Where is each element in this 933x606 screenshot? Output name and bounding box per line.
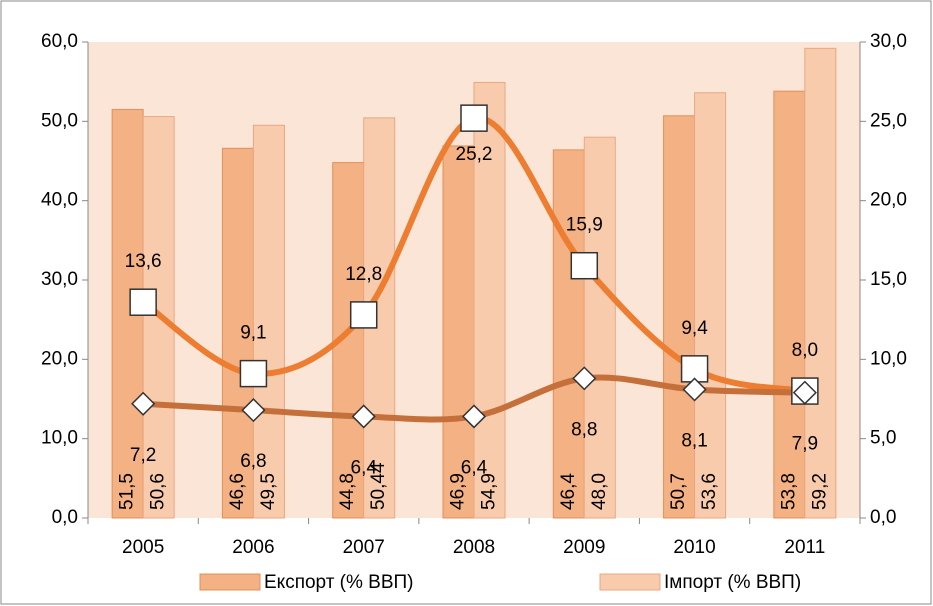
y2-tick-label: 0,0: [870, 507, 896, 528]
bar-value-label: 49,5: [258, 473, 279, 510]
y2-tick-label: 5,0: [870, 428, 896, 449]
y-tick-label: 20,0: [41, 348, 78, 369]
x-tick-label: 2006: [232, 537, 274, 558]
x-tick-label: 2005: [122, 537, 164, 558]
y-tick-label: 50,0: [41, 110, 78, 131]
bar-value-label: 50,6: [148, 473, 169, 510]
diamond-marker: [461, 404, 487, 429]
line-value-label: 8,0: [792, 340, 818, 361]
line-value-label: 6,4: [351, 457, 378, 478]
bar: [252, 124, 285, 519]
line-value-label: 7,9: [792, 434, 818, 455]
bar-value-label: 46,6: [227, 473, 248, 510]
diamond-marker: [131, 391, 156, 416]
y2-tick-label: 10,0: [870, 348, 907, 369]
x-tick-label: 2010: [673, 537, 715, 558]
y-tick-label: 60,0: [41, 31, 78, 52]
legend-label: Експорт (% ВВП): [264, 572, 414, 593]
y2-tick-label: 25,0: [870, 110, 907, 131]
bar-value-label: 51,5: [117, 473, 138, 510]
bar: [221, 147, 254, 519]
line-value-label: 8,8: [571, 419, 597, 440]
bar-value-label: 59,2: [809, 473, 830, 510]
line-value-label: 8,1: [681, 430, 707, 451]
line-value-label: 6,4: [461, 457, 488, 478]
bar: [773, 90, 806, 519]
bar-value-label: 44,8: [337, 473, 358, 510]
y2-tick-label: 20,0: [870, 190, 907, 211]
bar-value-label: 50,7: [668, 473, 689, 510]
legend-swatch: [599, 573, 661, 591]
y2-tick-label: 30,0: [870, 31, 907, 52]
square-marker: [129, 288, 157, 316]
square-marker: [460, 104, 488, 132]
line-value-label: 9,4: [681, 318, 708, 339]
bar: [804, 47, 837, 519]
x-tick-label: 2009: [563, 537, 605, 558]
square-marker: [570, 251, 599, 280]
y-tick-label: 10,0: [41, 428, 78, 449]
diamond-marker: [241, 398, 266, 423]
x-tick-label: 2011: [784, 537, 825, 558]
line-value-label: 6,8: [240, 451, 266, 472]
y-tick-label: 30,0: [41, 269, 78, 290]
square-marker: [239, 359, 268, 388]
line-value-label: 15,9: [566, 215, 603, 236]
bar-value-label: 50,44: [368, 462, 389, 510]
bar: [473, 81, 506, 519]
line-value-label: 13,6: [125, 251, 162, 272]
diamond-marker: [572, 366, 597, 391]
bar-value-label: 46,4: [558, 473, 579, 510]
bar-value-label: 48,0: [589, 473, 610, 510]
y2-tick-label: 15,0: [870, 269, 907, 290]
square-marker: [349, 301, 378, 329]
bar: [694, 92, 727, 519]
bar: [442, 145, 475, 519]
x-tick-label: 2007: [343, 537, 385, 558]
bar: [663, 115, 696, 519]
diamond-marker: [351, 404, 376, 429]
line-value-label: 25,2: [456, 144, 493, 165]
bar-value-label: 53,8: [778, 473, 799, 510]
line-value-label: 9,1: [240, 323, 266, 344]
bar: [583, 136, 616, 519]
bar-value-label: 53,6: [699, 473, 720, 510]
y-tick-label: 0,0: [52, 507, 78, 528]
bar-value-label: 46,9: [448, 473, 469, 510]
diamond-marker: [792, 380, 817, 405]
bar-value-label: 54,9: [479, 473, 500, 510]
legend-swatch: [199, 573, 261, 591]
y-tick-label: 40,0: [41, 190, 78, 211]
line-value-label: 7,2: [130, 445, 156, 466]
line-value-label: 12,8: [345, 264, 382, 285]
legend-label: Імпорт (% ВВП): [664, 572, 801, 593]
bar: [552, 149, 585, 519]
diamond-marker: [682, 377, 707, 402]
x-tick-label: 2008: [453, 537, 495, 558]
